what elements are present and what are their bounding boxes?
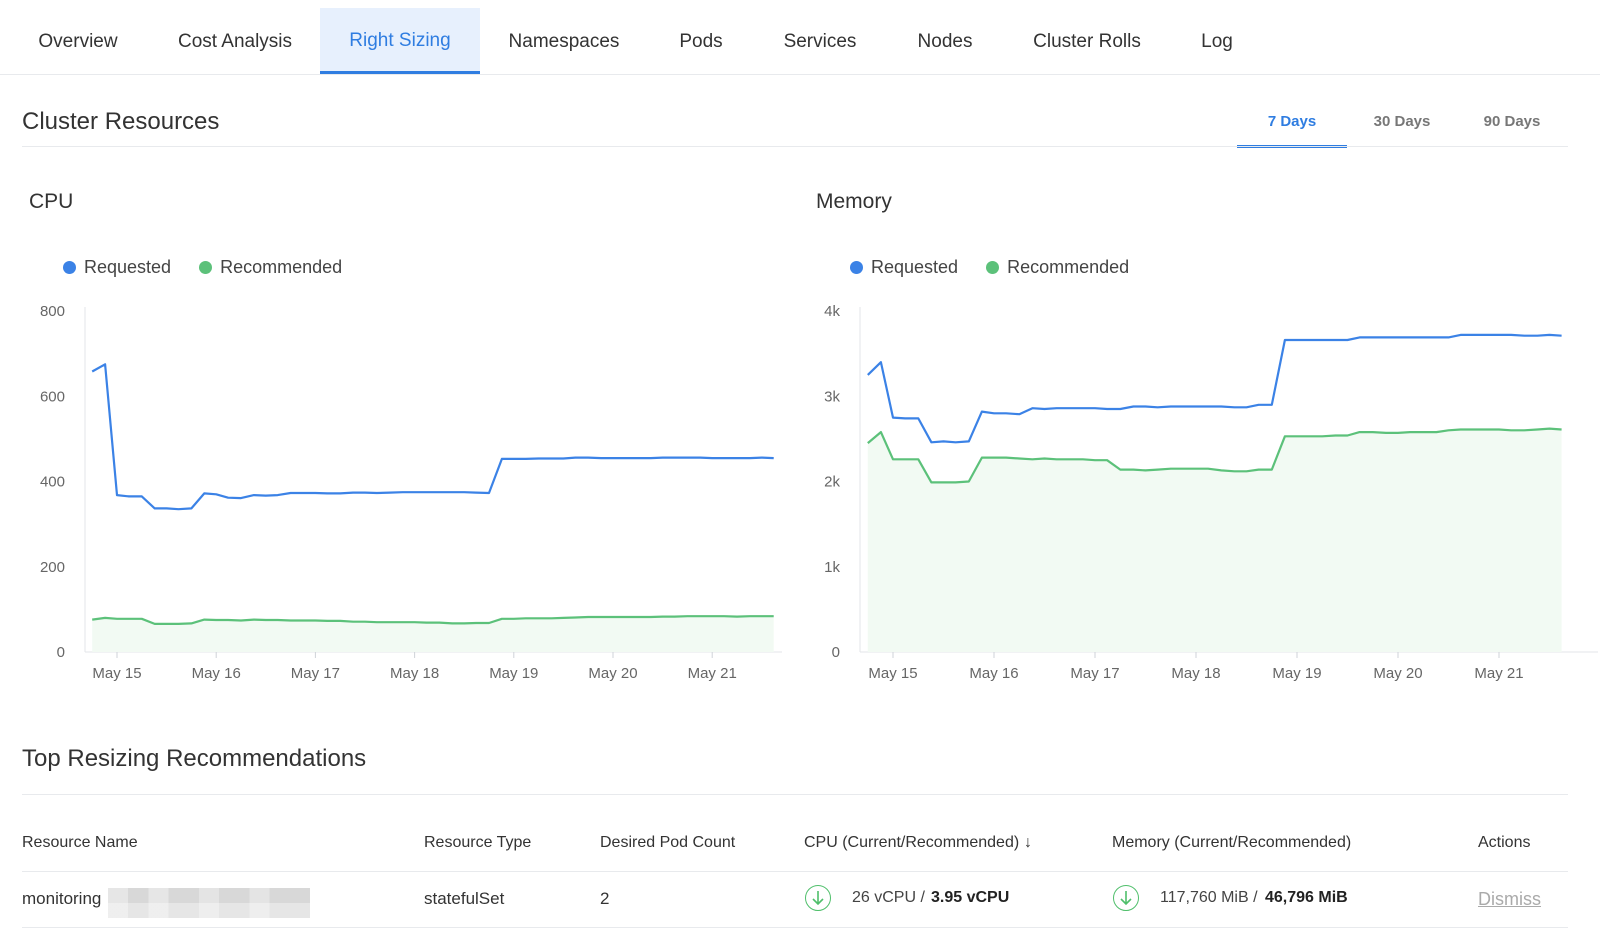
memory-recommended: 46,796 MiB [1265, 889, 1348, 906]
recommended-dot-icon [986, 261, 1000, 274]
recommended-line [92, 615, 774, 625]
tab-cluster-rolls[interactable]: Cluster Rolls [1033, 31, 1141, 52]
y-tick-label: 0 [832, 644, 840, 661]
y-tick-label: 200 [40, 559, 65, 576]
x-tick-label: May 16 [192, 665, 241, 682]
recommended-area [867, 428, 1562, 652]
x-tick-label: May 20 [588, 665, 637, 682]
header-actions: Actions [1478, 834, 1531, 851]
divider [22, 146, 1568, 147]
x-tick-label: May 18 [1171, 665, 1220, 682]
memory-current: 117,760 MiB / [1160, 889, 1258, 906]
divider [22, 927, 1568, 928]
range-30-days[interactable]: 30 Days [1373, 113, 1431, 130]
legend-recommended[interactable]: Recommended [199, 257, 342, 278]
tab-pods[interactable]: Pods [679, 31, 723, 52]
tab-nodes[interactable]: Nodes [917, 31, 973, 52]
header-resource-type[interactable]: Resource Type [424, 834, 532, 851]
divider [22, 871, 1568, 872]
tab-cost-analysis[interactable]: Cost Analysis [177, 31, 293, 52]
recommended-area [92, 616, 774, 652]
x-tick-label: May 20 [1373, 665, 1422, 682]
y-tick-label: 800 [40, 303, 65, 320]
range-90-days[interactable]: 90 Days [1483, 113, 1541, 130]
top-nav: Overview Cost Analysis Right Sizing Name… [0, 0, 1600, 75]
y-tick-label: 3k [824, 388, 840, 405]
legend-recommended-label: Recommended [220, 257, 343, 277]
cpu-chart: 0 200 400 600 800 May 15 May 16 May 17 May 18 May… [40, 303, 782, 682]
tab-namespaces[interactable]: Namespaces [508, 31, 620, 52]
tab-overview[interactable]: Overview [38, 31, 118, 52]
x-tick-label: May 21 [688, 665, 737, 682]
y-tick-label: 1k [824, 559, 840, 576]
x-tick-label: May 19 [1272, 665, 1321, 682]
memory-chart-title: Memory [816, 190, 892, 213]
cluster-resources-title: Cluster Resources [22, 108, 220, 135]
recommended-dot-icon [199, 261, 213, 274]
y-tick-label: 2k [824, 474, 840, 491]
header-cpu[interactable]: CPU (Current/Recommended) [804, 834, 1020, 851]
x-tick-label: May 15 [868, 665, 917, 682]
y-tick-label: 0 [57, 644, 65, 661]
range-7-days[interactable]: 7 Days [1237, 104, 1347, 148]
requested-dot-icon [850, 261, 863, 274]
cpu-recommended: 3.95 vCPU [931, 889, 1010, 906]
recommendations-title: Top Resizing Recommendations [22, 745, 367, 772]
tab-right-sizing[interactable]: Right Sizing [320, 8, 480, 74]
recommended-line [867, 427, 1562, 484]
requested-dot-icon [63, 261, 76, 274]
tab-services[interactable]: Services [783, 31, 857, 52]
y-tick-label: 600 [40, 388, 65, 405]
legend-requested[interactable]: Requested [850, 257, 958, 278]
header-resource-name[interactable]: Resource Name [22, 834, 138, 851]
x-tick-label: May 15 [92, 665, 141, 682]
y-tick-label: 4k [824, 303, 840, 320]
legend-requested[interactable]: Requested [63, 257, 171, 278]
header-desired-pod-count[interactable]: Desired Pod Count [600, 834, 736, 851]
cpu-current: 26 vCPU / [852, 889, 925, 906]
resource-type: statefulSet [424, 889, 505, 908]
redacted-text [108, 888, 310, 918]
sort-down-icon[interactable]: ↓ [1024, 834, 1032, 851]
y-tick-label: 400 [40, 474, 65, 491]
requested-line [867, 333, 1562, 444]
x-tick-label: May 18 [390, 665, 439, 682]
cpu-legend: Requested Recommended [63, 257, 370, 278]
x-tick-label: May 21 [1474, 665, 1523, 682]
cpu-chart-title: CPU [29, 190, 74, 213]
decrease-arrow-icon [1113, 885, 1139, 911]
memory-legend: Requested Recommended [850, 257, 1157, 278]
x-tick-label: May 17 [1070, 665, 1119, 682]
requested-line [91, 363, 774, 511]
desired-pod-count: 2 [600, 889, 610, 908]
legend-requested-label: Requested [84, 257, 172, 277]
header-memory[interactable]: Memory (Current/Recommended) [1112, 834, 1352, 851]
x-tick-label: May 17 [291, 665, 340, 682]
legend-requested-label: Requested [871, 257, 959, 277]
resource-name[interactable]: monitoring [22, 889, 102, 908]
legend-recommended[interactable]: Recommended [986, 257, 1129, 278]
decrease-arrow-icon [805, 885, 831, 911]
memory-chart: 0 1k 2k 3k 4k May 15 May 16 May 17 May 18 May 19 M… [824, 303, 1598, 682]
divider [22, 794, 1568, 795]
x-tick-label: May 16 [969, 665, 1018, 682]
legend-recommended-label: Recommended [1007, 257, 1130, 277]
dismiss-button[interactable]: Dismiss [1478, 889, 1541, 909]
x-tick-label: May 19 [489, 665, 538, 682]
tab-log[interactable]: Log [1201, 31, 1233, 52]
